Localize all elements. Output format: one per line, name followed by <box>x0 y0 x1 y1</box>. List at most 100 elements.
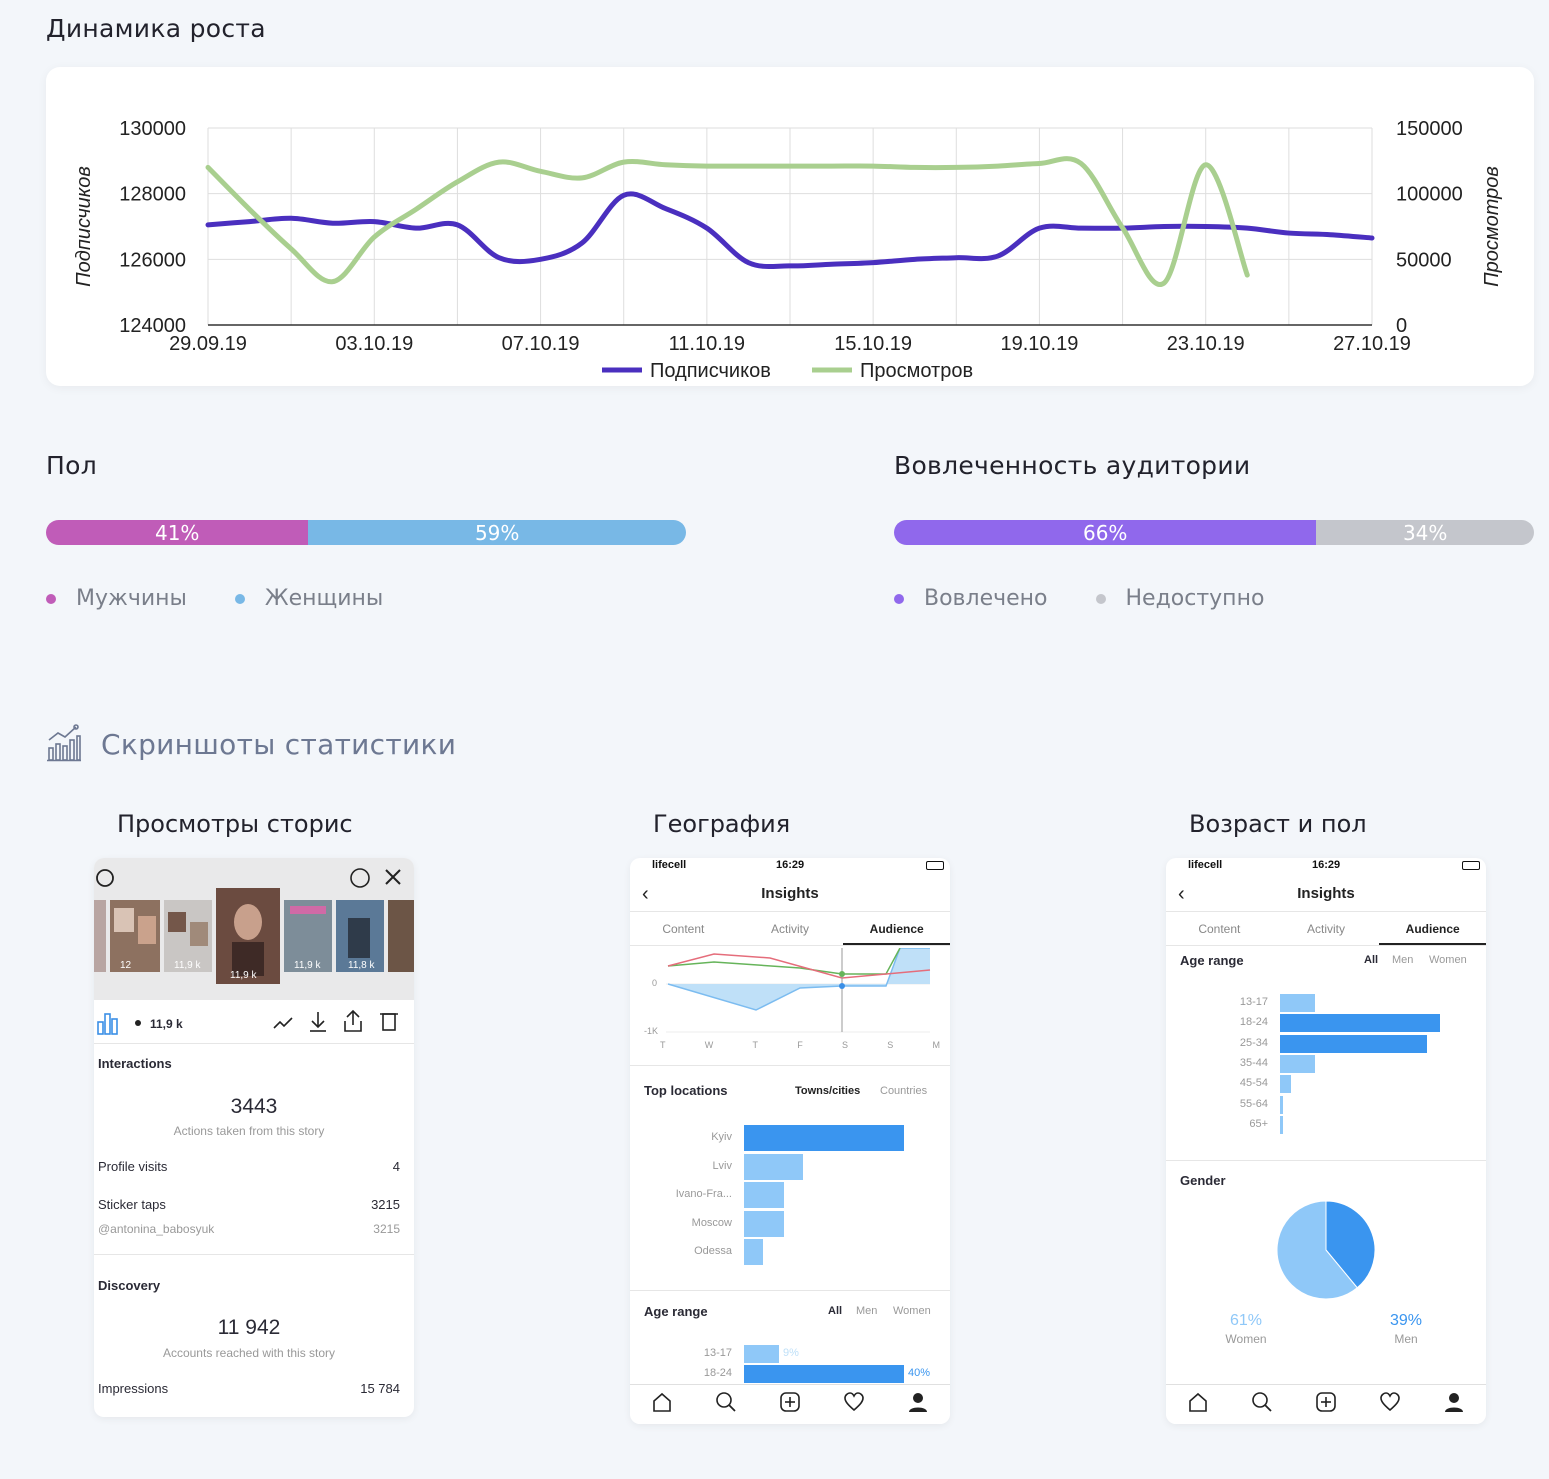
stories-screenshot[interactable]: 12 11,9 k 11,9 k 11,9 k 11,8 k 11,9 k In… <box>94 858 414 1417</box>
pie-men-label: Men <box>1394 1332 1418 1346</box>
discovery-value: 11 942 <box>217 1316 281 1339</box>
engagement-legend: Вовлечено Недоступно <box>894 586 1312 611</box>
bar-label: 35-44 <box>1239 1057 1268 1070</box>
bar-row: Ivano-Fra... <box>630 1181 950 1210</box>
shot-title-geography: География <box>653 810 791 838</box>
divider <box>1166 1160 1486 1161</box>
age-tab-women[interactable]: Women <box>893 1305 931 1317</box>
sticker-taps-value: 3215 <box>371 1197 400 1212</box>
age-gender-screenshot[interactable]: lifecell 16:29 ‹ Insights Content Activi… <box>1166 858 1486 1424</box>
mini-y-0: 0 <box>652 978 658 988</box>
bar-fill <box>744 1182 784 1209</box>
y-right-tick-label: 50000 <box>1396 249 1452 271</box>
tab-activity[interactable]: Activity <box>1307 922 1346 936</box>
back-icon[interactable]: ‹ <box>642 883 649 905</box>
x-tick-label: 29.09.19 <box>169 333 247 355</box>
tab-countries[interactable]: Countries <box>880 1085 928 1097</box>
age-tab-men[interactable]: Men <box>856 1305 878 1317</box>
y-right-tick-label: 0 <box>1396 315 1407 337</box>
bar-chart-icon <box>46 724 82 766</box>
tab-content[interactable]: Content <box>662 922 705 936</box>
tab-towns[interactable]: Towns/cities <box>795 1085 861 1097</box>
age-tab-women[interactable]: Women <box>1429 954 1467 966</box>
home-icon[interactable] <box>651 1391 673 1418</box>
bar-label: Ivano-Fra... <box>675 1188 732 1201</box>
legend-engaged: Вовлечено <box>894 586 1048 611</box>
x-tick-label: 27.10.19 <box>1333 333 1411 355</box>
thumb-views-4: 11,9 k <box>294 960 321 971</box>
age-tab-all[interactable]: All <box>1364 954 1379 966</box>
sticker-user-value: 3215 <box>373 1222 400 1236</box>
heart-icon[interactable] <box>843 1391 865 1418</box>
age-tab-men[interactable]: Men <box>1392 954 1414 966</box>
add-icon[interactable] <box>1315 1391 1337 1418</box>
growth-chart: 130000 128000 126000 124000 150000 100000 5000… <box>73 118 1503 382</box>
bar-row: 18-24 40% <box>630 1364 950 1384</box>
legend-male-label: Мужчины <box>76 586 187 611</box>
age-range-label: Age range <box>1180 953 1244 968</box>
bar-label: Kyiv <box>711 1131 732 1144</box>
interactions-sub: Actions taken from this story <box>173 1124 325 1138</box>
legend-female-label: Женщины <box>264 586 384 611</box>
y-right-tick-label: 150000 <box>1396 118 1463 140</box>
engagement-bar: 66% 34% <box>894 520 1534 545</box>
home-icon[interactable] <box>1187 1391 1209 1418</box>
mini-x-tick: S <box>887 1040 894 1050</box>
legend-label: Просмотров <box>860 360 973 382</box>
heart-icon[interactable] <box>1379 1391 1401 1418</box>
clock: 16:29 <box>776 859 805 871</box>
legend-female: Женщины <box>234 586 384 611</box>
discovery-sub: Accounts reached with this story <box>162 1346 336 1360</box>
search-icon[interactable] <box>715 1391 737 1418</box>
bar-fill <box>1280 994 1315 1013</box>
top-locations-label: Top locations <box>644 1083 728 1098</box>
bar-fill <box>1280 1034 1427 1053</box>
mini-x-tick: W <box>704 1040 714 1050</box>
gender-bar: 41% 59% <box>46 520 686 545</box>
back-icon[interactable]: ‹ <box>1178 883 1185 905</box>
pie-men-pct: 39% <box>1389 1312 1423 1329</box>
gender-bar-female: 59% <box>308 520 686 545</box>
bar-fill <box>1280 1055 1315 1074</box>
bar-label: Moscow <box>691 1216 732 1229</box>
bar-label: 18-24 <box>703 1367 732 1379</box>
bar-label: Lviv <box>712 1159 732 1172</box>
legend-male: Мужчины <box>46 586 187 611</box>
bar-fill <box>744 1365 904 1383</box>
profile-icon[interactable] <box>1443 1391 1465 1418</box>
tab-audience[interactable]: Audience <box>1379 912 1486 945</box>
bottom-nav <box>630 1384 950 1424</box>
geography-screenshot[interactable]: lifecell 16:29 ‹ Insights Content Activi… <box>630 858 950 1424</box>
tab-content[interactable]: Content <box>1198 922 1241 936</box>
series-line-views <box>205 156 1250 288</box>
tab-audience[interactable]: Audience <box>843 912 950 945</box>
insights-tabs: Content Activity Audience <box>1166 912 1486 946</box>
mini-x-tick: F <box>797 1040 803 1050</box>
gender-legend: Мужчины Женщины <box>46 586 431 611</box>
thumb-views-5: 11,8 k <box>348 960 375 971</box>
age-tab-all[interactable]: All <box>828 1305 843 1317</box>
pie-women-pct: 61% <box>1229 1312 1263 1329</box>
bar-fill <box>1280 1095 1283 1114</box>
tab-activity[interactable]: Activity <box>771 922 810 936</box>
bar-label: 18-24 <box>1239 1016 1268 1029</box>
bar-fill <box>1280 1075 1291 1094</box>
bar-label: 13-17 <box>1239 996 1268 1009</box>
add-icon[interactable] <box>779 1391 801 1418</box>
search-icon[interactable] <box>1251 1391 1273 1418</box>
bar-fill <box>1280 1014 1440 1033</box>
story-views: 11,9 k <box>150 1017 183 1031</box>
bar-fill <box>744 1345 779 1363</box>
profile-visits-label: Profile visits <box>98 1159 168 1174</box>
gender-bar-male: 41% <box>46 520 309 545</box>
bar-row: 25-34 <box>1166 1034 1486 1054</box>
thumb-views-2: 11,9 k <box>174 960 201 971</box>
legend-unavailable-label: Недоступно <box>1125 586 1265 611</box>
insights-tabs: Content Activity Audience <box>630 912 950 946</box>
shot-title-age-gender: Возраст и пол <box>1189 810 1367 838</box>
mini-y-1: -1K <box>644 1026 659 1036</box>
x-tick-label: 23.10.19 <box>1167 333 1245 355</box>
bar-row: 18-24 <box>1166 1013 1486 1033</box>
gender-pie <box>1276 1200 1376 1300</box>
profile-icon[interactable] <box>907 1391 929 1418</box>
